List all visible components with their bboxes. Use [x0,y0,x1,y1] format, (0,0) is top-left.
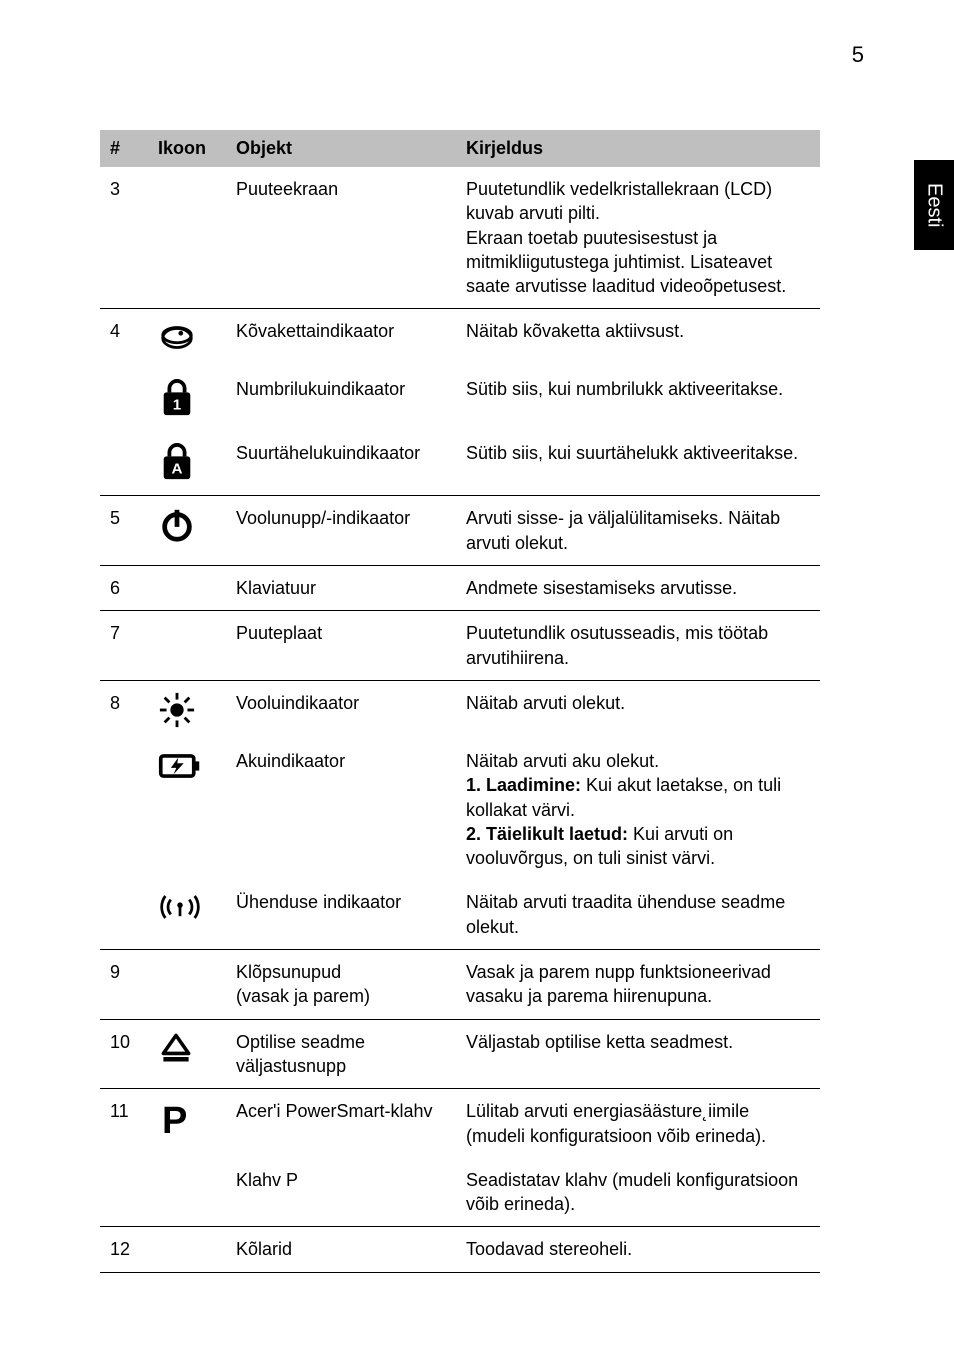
cell-num [100,880,148,949]
col-icon: Ikoon [148,130,226,167]
cell-num: 5 [100,496,148,566]
table-row: 11 P Acer'i PowerSmart-klahv Lülitab arv… [100,1089,820,1158]
cell-desc: Andmete sisestamiseks arvutisse. [456,566,820,611]
battery-icon [148,739,226,880]
cell-desc: Puutetundlik osutusseadis, mis töötab ar… [456,611,820,681]
cell-obj: Ühenduse indikaator [226,880,456,949]
table-row: 8 [100,680,820,739]
cell-desc: Lülitab arvuti energiasäästure˛iimile (m… [456,1089,820,1158]
cell-icon [148,1158,226,1227]
cell-obj: Klaviatuur [226,566,456,611]
language-tab: Eesti [914,160,954,250]
capslock-icon: A [148,431,226,496]
table-row: 6 Klaviatuur Andmete sisestamiseks arvut… [100,566,820,611]
svg-text:P: P [162,1100,187,1139]
cell-obj: Acer'i PowerSmart-klahv [226,1089,456,1158]
header-row: # Ikoon Objekt Kirjeldus [100,130,820,167]
svg-text:A: A [172,461,183,478]
cell-obj: Vooluindikaator [226,680,456,739]
cell-obj: Klahv P [226,1158,456,1227]
cell-desc: Toodavad stereoheli. [456,1227,820,1272]
desc-bold: 2. Täielikult laetud: [466,824,628,844]
wireless-icon [148,880,226,949]
page-number: 5 [852,42,864,68]
cell-desc: Näitab arvuti olekut. [456,680,820,739]
cell-desc: Näitab kõvaketta aktiivsust. [456,309,820,368]
cell-num: 11 [100,1089,148,1158]
cell-num: 10 [100,1019,148,1089]
table-row: 9 Klõpsunupud (vasak ja parem) Vasak ja … [100,950,820,1020]
cell-obj: Akuindikaator [226,739,456,880]
cell-obj: Numbrilukuindikaator [226,367,456,431]
cell-obj: Voolunupp/-indikaator [226,496,456,566]
table-row: 7 Puuteplaat Puutetundlik osutusseadis, … [100,611,820,681]
cell-desc: Väljastab optilise ketta seadmest. [456,1019,820,1089]
table-row: 1 Numbrilukuindikaator Sütib siis, kui n… [100,367,820,431]
cell-num: 8 [100,680,148,739]
power-icon [148,496,226,566]
hdd-icon [148,309,226,368]
cell-desc: Näitab arvuti traadita ühenduse seadme o… [456,880,820,949]
table-row: 4 Kõvakettaindikaator Näitab kõvaketta a… [100,309,820,368]
cell-num [100,431,148,496]
eject-icon [148,1019,226,1089]
table-row: 5 Voolunupp/-indikaator Arvuti sisse- ja… [100,496,820,566]
cell-obj: Klõpsunupud (vasak ja parem) [226,950,456,1020]
col-desc: Kirjeldus [456,130,820,167]
table-row: Akuindikaator Näitab arvuti aku olekut. … [100,739,820,880]
cell-desc: Seadistatav klahv (mudeli konfiguratsioo… [456,1158,820,1227]
table-row: 12 Kõlarid Toodavad stereoheli. [100,1227,820,1272]
cell-icon [148,611,226,681]
cell-icon [148,167,226,309]
numlock-icon: 1 [148,367,226,431]
desc-line: Näitab arvuti aku olekut. [466,751,659,771]
cell-desc: Sütib siis, kui numbrilukk aktiveeritaks… [456,367,820,431]
cell-num: 12 [100,1227,148,1272]
cell-icon [148,1227,226,1272]
cell-num: 6 [100,566,148,611]
table-row: 3 Puuteekraan Puutetundlik vedelkristall… [100,167,820,309]
cell-obj: Puuteekraan [226,167,456,309]
col-num: # [100,130,148,167]
table-end [100,1272,820,1273]
cell-obj: Optilise seadme väljastusnupp [226,1019,456,1089]
cell-obj: Suurtähelukuindikaator [226,431,456,496]
cell-desc: Näitab arvuti aku olekut. 1. Laadimine: … [456,739,820,880]
cell-num [100,739,148,880]
cell-icon [148,566,226,611]
spec-table: # Ikoon Objekt Kirjeldus 3 Puuteekraan P… [100,130,820,1273]
cell-obj: Puuteplaat [226,611,456,681]
cell-num: 9 [100,950,148,1020]
page: 5 Eesti # Ikoon Objekt Kirjeldus 3 Puute… [0,0,954,1369]
table-row: 10 Optilise seadme väljastusnupp Väljast… [100,1019,820,1089]
cell-num: 3 [100,167,148,309]
cell-obj: Kõvakettaindikaator [226,309,456,368]
cell-desc: Puutetundlik vedelkristallekraan (LCD) k… [456,167,820,309]
table-row: Ühenduse indikaator Näitab arvuti traadi… [100,880,820,949]
cell-obj: Kõlarid [226,1227,456,1272]
cell-desc: Arvuti sisse- ja väljalülitamiseks. Näit… [456,496,820,566]
brightness-icon [148,680,226,739]
cell-num [100,367,148,431]
col-obj: Objekt [226,130,456,167]
cell-num: 4 [100,309,148,368]
cell-icon [148,950,226,1020]
desc-bold: 1. Laadimine: [466,775,581,795]
cell-desc: Vasak ja parem nupp funktsioneerivad vas… [456,950,820,1020]
cell-num [100,1158,148,1227]
table-row: A Suurtähelukuindikaator Sütib siis, kui… [100,431,820,496]
svg-text:1: 1 [173,397,182,414]
cell-num: 7 [100,611,148,681]
table-row: Klahv P Seadistatav klahv (mudeli konfig… [100,1158,820,1227]
cell-desc: Sütib siis, kui suurtähelukk aktiveerita… [456,431,820,496]
p-key-icon: P [148,1089,226,1158]
